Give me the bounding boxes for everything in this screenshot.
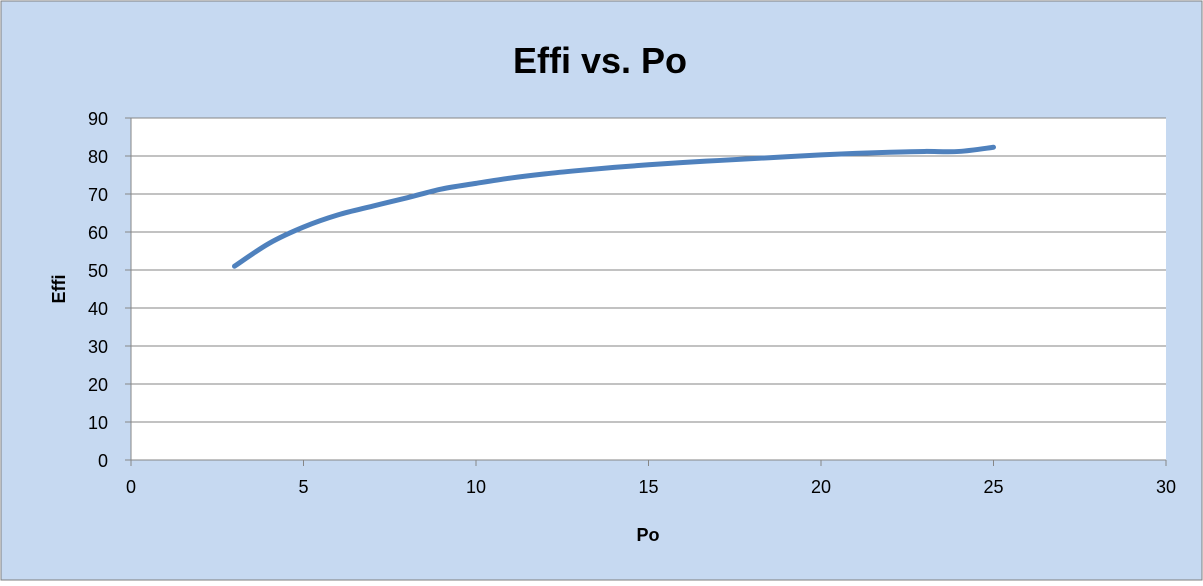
y-tick-label: 10 <box>88 413 108 433</box>
y-tick-label: 40 <box>88 299 108 319</box>
plot-area <box>131 118 1166 460</box>
x-tick-label: 30 <box>1156 477 1176 497</box>
y-tick-label: 20 <box>88 375 108 395</box>
x-tick-labels: 0 5 10 15 20 25 30 <box>126 477 1176 497</box>
y-tick-label: 80 <box>88 147 108 167</box>
y-tick-label: 60 <box>88 223 108 243</box>
y-tick-label: 50 <box>88 261 108 281</box>
y-tick-labels: 0 10 20 30 40 50 60 70 80 90 <box>88 109 108 471</box>
x-tick-label: 20 <box>811 477 831 497</box>
axes <box>125 117 1167 466</box>
y-tick-label: 70 <box>88 185 108 205</box>
y-tick-label: 90 <box>88 109 108 129</box>
x-tick-label: 0 <box>126 477 136 497</box>
x-tick-label: 15 <box>638 477 658 497</box>
y-tick-label: 0 <box>98 451 108 471</box>
y-axis-label: Effi <box>49 275 69 304</box>
series-layer <box>232 144 996 269</box>
x-axis-label: Po <box>636 525 659 545</box>
gridlines <box>131 117 1166 423</box>
chart-title: Effi vs. Po <box>513 40 687 81</box>
series-line-0 <box>232 144 996 269</box>
y-tick-label: 30 <box>88 337 108 357</box>
x-tick-label: 10 <box>466 477 486 497</box>
x-tick-label: 5 <box>298 477 308 497</box>
x-tick-label: 25 <box>983 477 1003 497</box>
